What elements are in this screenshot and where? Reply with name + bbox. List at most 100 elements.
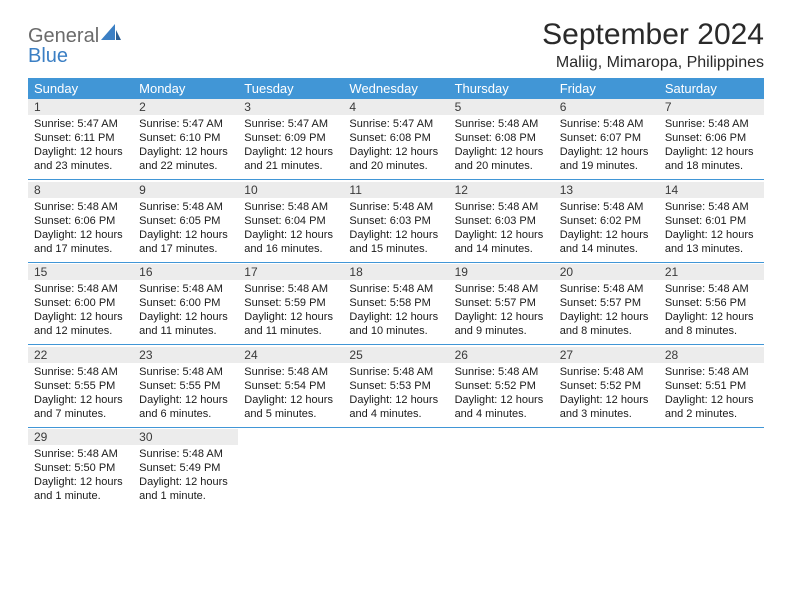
calendar-day-cell: 16Sunrise: 5:48 AMSunset: 6:00 PMDayligh… <box>133 264 238 345</box>
daylight-text-line2: and 11 minutes. <box>244 324 337 338</box>
day-number: 25 <box>343 347 448 363</box>
sunset-text: Sunset: 5:50 PM <box>34 461 127 475</box>
sunset-text: Sunset: 5:55 PM <box>139 379 232 393</box>
sunset-text: Sunset: 5:57 PM <box>560 296 653 310</box>
sunset-text: Sunset: 6:11 PM <box>34 131 127 145</box>
calendar-day-cell: 27Sunrise: 5:48 AMSunset: 5:52 PMDayligh… <box>554 347 659 428</box>
calendar-day-cell: 6Sunrise: 5:48 AMSunset: 6:07 PMDaylight… <box>554 99 659 180</box>
brand-word2: Blue <box>28 45 68 67</box>
daylight-text-line1: Daylight: 12 hours <box>560 393 653 407</box>
calendar-week-row: 8Sunrise: 5:48 AMSunset: 6:06 PMDaylight… <box>28 182 764 263</box>
sunset-text: Sunset: 6:10 PM <box>139 131 232 145</box>
daylight-text-line1: Daylight: 12 hours <box>455 145 548 159</box>
calendar-day-cell: 2Sunrise: 5:47 AMSunset: 6:10 PMDaylight… <box>133 99 238 180</box>
calendar-day-cell: 8Sunrise: 5:48 AMSunset: 6:06 PMDaylight… <box>28 182 133 263</box>
sunrise-text: Sunrise: 5:48 AM <box>34 447 127 461</box>
sunrise-text: Sunrise: 5:48 AM <box>455 117 548 131</box>
daylight-text-line2: and 15 minutes. <box>349 242 442 256</box>
sunrise-text: Sunrise: 5:48 AM <box>244 200 337 214</box>
sunset-text: Sunset: 6:00 PM <box>139 296 232 310</box>
sunrise-text: Sunrise: 5:48 AM <box>139 200 232 214</box>
sunset-text: Sunset: 5:58 PM <box>349 296 442 310</box>
calendar-day-cell: 5 Sunrise: 5:48 AMSunset: 6:08 PMDaylight… <box>449 99 554 180</box>
sunset-text: Sunset: 6:09 PM <box>244 131 337 145</box>
day-number: 24 <box>238 347 343 363</box>
sunrise-text: Sunrise: 5:48 AM <box>665 200 758 214</box>
weekday-header: Wednesday <box>343 78 448 99</box>
sunset-text: Sunset: 6:02 PM <box>560 214 653 228</box>
daylight-text-line2: and 19 minutes. <box>560 159 653 173</box>
calendar-day-cell: . <box>449 429 554 509</box>
daylight-text-line2: and 11 minutes. <box>139 324 232 338</box>
daylight-text-line1: Daylight: 12 hours <box>560 228 653 242</box>
calendar-header-row: Sunday Monday Tuesday Wednesday Thursday… <box>28 78 764 99</box>
daylight-text-line1: Daylight: 12 hours <box>34 393 127 407</box>
sunrise-text: Sunrise: 5:48 AM <box>349 365 442 379</box>
sunset-text: Sunset: 6:01 PM <box>665 214 758 228</box>
sunset-text: Sunset: 6:04 PM <box>244 214 337 228</box>
calendar-day-cell: 18Sunrise: 5:48 AMSunset: 5:58 PMDayligh… <box>343 264 448 345</box>
brand-logo: General Blue <box>28 18 121 66</box>
day-number: 5 <box>449 99 554 115</box>
sunrise-text: Sunrise: 5:48 AM <box>349 200 442 214</box>
daylight-text-line2: and 20 minutes. <box>349 159 442 173</box>
daylight-text-line1: Daylight: 12 hours <box>349 228 442 242</box>
calendar-week-row: 22Sunrise: 5:48 AMSunset: 5:55 PMDayligh… <box>28 347 764 428</box>
calendar-day-cell: . <box>659 429 764 509</box>
sunrise-text: Sunrise: 5:47 AM <box>349 117 442 131</box>
daylight-text-line1: Daylight: 12 hours <box>560 310 653 324</box>
sunset-text: Sunset: 6:06 PM <box>665 131 758 145</box>
daylight-text-line1: Daylight: 12 hours <box>244 393 337 407</box>
daylight-text-line1: Daylight: 12 hours <box>665 310 758 324</box>
daylight-text-line2: and 12 minutes. <box>34 324 127 338</box>
day-number: 10 <box>238 182 343 198</box>
sunrise-text: Sunrise: 5:48 AM <box>34 200 127 214</box>
calendar-body: 1Sunrise: 5:47 AMSunset: 6:11 PMDaylight… <box>28 99 764 509</box>
daylight-text-line1: Daylight: 12 hours <box>244 310 337 324</box>
calendar-week-row: 15Sunrise: 5:48 AMSunset: 6:00 PMDayligh… <box>28 264 764 345</box>
calendar-day-cell: 29Sunrise: 5:48 AMSunset: 5:50 PMDayligh… <box>28 429 133 509</box>
sunset-text: Sunset: 5:52 PM <box>455 379 548 393</box>
daylight-text-line1: Daylight: 12 hours <box>139 475 232 489</box>
day-number: 14 <box>659 182 764 198</box>
day-number: 13 <box>554 182 659 198</box>
calendar-day-cell: 30Sunrise: 5:48 AMSunset: 5:49 PMDayligh… <box>133 429 238 509</box>
day-number: 1 <box>28 99 133 115</box>
calendar-table: Sunday Monday Tuesday Wednesday Thursday… <box>28 78 764 509</box>
calendar-day-cell: 13 Sunrise: 5:48 AMSunset: 6:02 PMDayligh… <box>554 182 659 263</box>
sunrise-text: Sunrise: 5:48 AM <box>139 365 232 379</box>
daylight-text-line1: Daylight: 12 hours <box>34 475 127 489</box>
day-number: 4 <box>343 99 448 115</box>
day-number: 27 <box>554 347 659 363</box>
sunrise-text: Sunrise: 5:48 AM <box>665 117 758 131</box>
daylight-text-line2: and 1 minute. <box>34 489 127 503</box>
daylight-text-line1: Daylight: 12 hours <box>665 228 758 242</box>
daylight-text-line1: Daylight: 12 hours <box>139 393 232 407</box>
daylight-text-line2: and 21 minutes. <box>244 159 337 173</box>
daylight-text-line2: and 1 minute. <box>139 489 232 503</box>
location-text: Maliig, Mimaropa, Philippines <box>542 54 764 72</box>
calendar-day-cell: 4Sunrise: 5:47 AMSunset: 6:08 PMDaylight… <box>343 99 448 180</box>
calendar-day-cell: 9Sunrise: 5:48 AMSunset: 6:05 PMDaylight… <box>133 182 238 263</box>
calendar-day-cell: 7Sunrise: 5:48 AMSunset: 6:06 PMDaylight… <box>659 99 764 180</box>
daylight-text-line2: and 4 minutes. <box>349 407 442 421</box>
sunset-text: Sunset: 6:03 PM <box>455 214 548 228</box>
sunset-text: Sunset: 6:08 PM <box>455 131 548 145</box>
sunset-text: Sunset: 6:05 PM <box>139 214 232 228</box>
daylight-text-line1: Daylight: 12 hours <box>455 393 548 407</box>
day-number: 23 <box>133 347 238 363</box>
sunrise-text: Sunrise: 5:48 AM <box>560 200 653 214</box>
weekday-header: Saturday <box>659 78 764 99</box>
day-number: 8 <box>28 182 133 198</box>
daylight-text-line2: and 16 minutes. <box>244 242 337 256</box>
day-number: 3 <box>238 99 343 115</box>
daylight-text-line2: and 8 minutes. <box>560 324 653 338</box>
daylight-text-line2: and 3 minutes. <box>560 407 653 421</box>
day-number: 2 <box>133 99 238 115</box>
calendar-day-cell: 1Sunrise: 5:47 AMSunset: 6:11 PMDaylight… <box>28 99 133 180</box>
day-number: 28 <box>659 347 764 363</box>
daylight-text-line1: Daylight: 12 hours <box>34 145 127 159</box>
calendar-day-cell: 11Sunrise: 5:48 AMSunset: 6:03 PMDayligh… <box>343 182 448 263</box>
calendar-day-cell: 25Sunrise: 5:48 AMSunset: 5:53 PMDayligh… <box>343 347 448 428</box>
calendar-day-cell: 17Sunrise: 5:48 AMSunset: 5:59 PMDayligh… <box>238 264 343 345</box>
